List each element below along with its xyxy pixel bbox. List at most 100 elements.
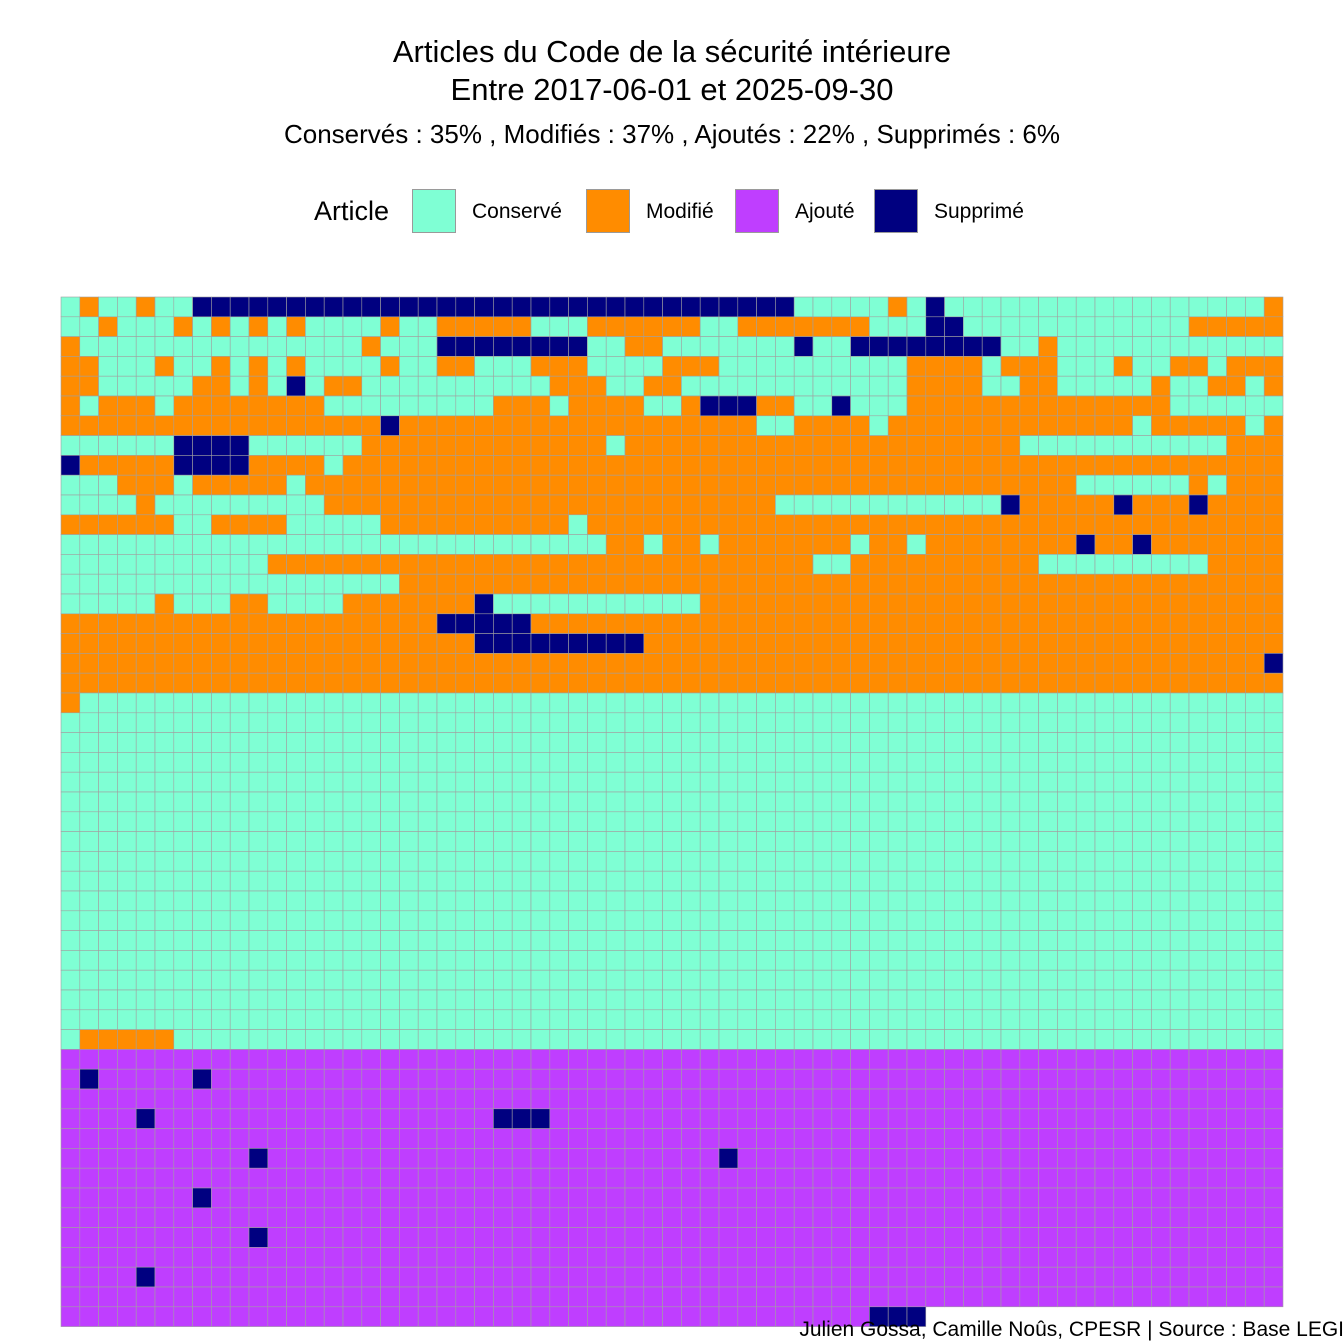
cell-conserve [737, 910, 757, 931]
cell-ajoute [436, 1049, 457, 1070]
cell-conserve [587, 969, 607, 991]
cell-conserve [1075, 296, 1096, 318]
cell-conserve [135, 712, 156, 733]
cell-conserve [361, 395, 381, 417]
cell-ajoute [1207, 1286, 1227, 1308]
cell-modifie [925, 554, 945, 575]
cell-ajoute [530, 1227, 551, 1248]
cell-modifie [79, 356, 99, 377]
cell-modifie [1151, 455, 1171, 476]
cell-modifie [493, 455, 513, 476]
cell-conserve [229, 554, 250, 575]
cell-ajoute [699, 1247, 720, 1268]
cell-ajoute [98, 1108, 118, 1129]
cell-conserve [1075, 1029, 1096, 1050]
cell-conserve [1132, 712, 1152, 733]
cell-modifie [718, 613, 739, 634]
cell-conserve [1113, 989, 1133, 1011]
cell-conserve [399, 712, 419, 733]
cell-conserve [1188, 1029, 1209, 1050]
cell-modifie [887, 474, 908, 496]
cell-modifie [1245, 672, 1265, 694]
cell-modifie [342, 455, 363, 476]
cell-conserve [831, 890, 851, 912]
cell-ajoute [248, 1088, 269, 1110]
cell-conserve [1151, 435, 1171, 456]
cell-conserve [549, 1009, 569, 1030]
cell-modifie [1245, 316, 1265, 337]
cell-conserve [248, 534, 269, 555]
cell-conserve [267, 910, 287, 931]
cell-ajoute [417, 1207, 438, 1228]
cell-ajoute [1207, 1049, 1227, 1070]
cell-supprime [135, 1266, 156, 1288]
cell-conserve [229, 811, 250, 832]
cell-modifie [342, 653, 363, 674]
cell-conserve [643, 811, 663, 832]
cell-ajoute [267, 1306, 287, 1327]
cell-conserve [681, 752, 701, 773]
cell-conserve [1132, 831, 1152, 852]
cell-ajoute [699, 1167, 720, 1189]
cell-modifie [1019, 573, 1039, 595]
cell-ajoute [1207, 1227, 1227, 1248]
cell-conserve [305, 494, 325, 516]
cell-modifie [399, 494, 419, 516]
cell-modifie [869, 455, 889, 476]
cell-conserve [1151, 336, 1171, 357]
cell-conserve [98, 1009, 118, 1030]
cell-modifie [756, 494, 776, 516]
cell-conserve [944, 752, 964, 773]
cell-conserve [1094, 375, 1115, 397]
cell-ajoute [549, 1108, 569, 1129]
cell-modifie [850, 316, 870, 337]
cell-conserve [530, 910, 551, 931]
cell-modifie [417, 474, 438, 496]
cell-modifie [1038, 633, 1058, 654]
cell-conserve [643, 712, 663, 733]
cell-modifie [530, 573, 551, 595]
cell-modifie [944, 653, 964, 674]
cell-ajoute [305, 1128, 325, 1149]
cell-modifie [624, 415, 645, 436]
cell-ajoute [1188, 1227, 1209, 1248]
cell-modifie [549, 554, 569, 575]
cell-conserve [1057, 831, 1077, 852]
cell-conserve [417, 989, 438, 1011]
cell-modifie [1113, 356, 1133, 377]
cell-conserve [1132, 732, 1152, 753]
cell-conserve [305, 356, 325, 377]
cell-ajoute [1226, 1286, 1246, 1308]
cell-conserve [117, 969, 137, 991]
cell-ajoute [436, 1148, 457, 1169]
cell-ajoute [154, 1108, 175, 1129]
cell-conserve [1113, 732, 1133, 753]
cell-conserve [305, 950, 325, 971]
cell-conserve [850, 732, 870, 753]
cell-conserve [1019, 890, 1039, 912]
cell-modifie [963, 554, 983, 575]
cell-conserve [1094, 712, 1115, 733]
cell-modifie [192, 633, 212, 654]
cell-conserve [568, 534, 588, 555]
cell-conserve [869, 415, 889, 436]
cell-ajoute [981, 1207, 1002, 1228]
cell-modifie [605, 474, 626, 496]
cell-modifie [1057, 514, 1077, 535]
cell-conserve [305, 831, 325, 852]
cell-conserve [887, 851, 908, 872]
cell-conserve [1245, 771, 1265, 793]
cell-ajoute [1151, 1088, 1171, 1110]
cell-conserve [925, 989, 945, 1011]
cell-ajoute [1132, 1187, 1152, 1209]
cell-modifie [549, 613, 569, 634]
cell-modifie [1057, 494, 1077, 516]
cell-conserve [79, 950, 99, 971]
cell-modifie [887, 593, 908, 615]
cell-supprime [906, 336, 927, 357]
cell-ajoute [549, 1247, 569, 1268]
cell-ajoute [1226, 1187, 1246, 1209]
cell-conserve [793, 732, 814, 753]
cell-ajoute [1151, 1227, 1171, 1248]
cell-modifie [981, 415, 1002, 436]
